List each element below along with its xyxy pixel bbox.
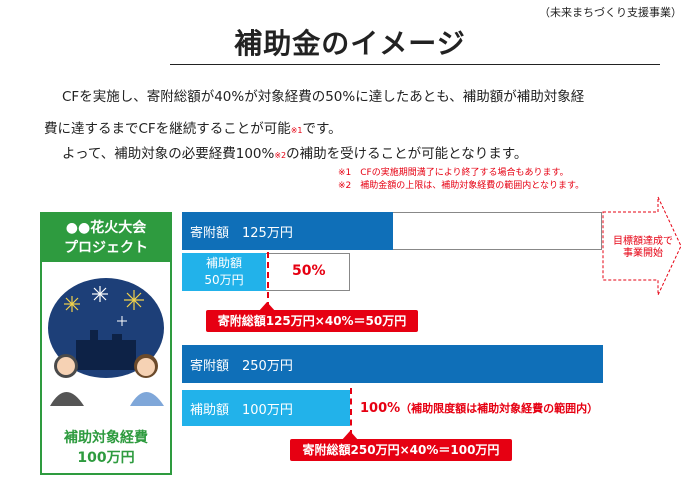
donation-bar-125: 寄附額 125万円	[182, 212, 393, 250]
donation-label-250: 寄附額 250万円	[190, 358, 293, 374]
page-subtitle: （未来まちづくり支援事業）	[539, 6, 682, 19]
callout-pointer-1	[258, 302, 276, 312]
footnote-1: ※1 CFの実施期間満了により終了する場合もあります。	[338, 168, 569, 178]
subsidy-percent-100-note: （補助限度額は補助対象経費の範囲内）	[400, 402, 599, 415]
project-name-line-1: ●●花火大会	[65, 220, 147, 236]
subsidy-label-50-line-1: 補助額	[205, 256, 242, 270]
fireworks-illustration	[48, 278, 164, 406]
goal-text-line-1: 目標額達成で	[613, 236, 673, 247]
goal-text-line-2: 事業開始	[623, 248, 663, 259]
subsidy-bar-50: 補助額 50万円	[182, 253, 266, 291]
subsidy-label-50-line-2: 50万円	[204, 273, 244, 287]
subsidy-bar-100: 補助額 100万円	[182, 390, 350, 426]
subsidy-percent-100: 100%（補助限度額は補助対象経費の範囲内）	[360, 400, 598, 416]
project-name-line-2: プロジェクト	[64, 240, 148, 256]
project-name: ●●花火大会 プロジェクト	[42, 214, 170, 262]
description-line-2-end: です。	[302, 121, 342, 137]
description-line-3-text: よって、補助対象の必要経費100%	[62, 146, 275, 162]
donation-label-125: 寄附額 125万円	[190, 225, 293, 241]
footnote-2: ※2 補助金額の上限は、補助対象経費の範囲内となります。	[338, 181, 585, 191]
donation-bar-250: 寄附額 250万円	[182, 345, 603, 383]
subsidy-target-cost: 補助対象経費 100万円	[42, 428, 170, 468]
calculation-box-1: 寄附総額125万円×40%＝50万円	[206, 310, 418, 332]
subsidy-limit-line-2	[350, 388, 352, 436]
description-line-3-end: の補助を受けることが可能となります。	[286, 146, 528, 162]
calculation-box-2: 寄附総額250万円×40%＝100万円	[290, 439, 512, 461]
subsidy-percent-100-value: 100%	[360, 401, 401, 416]
footnote-ref-1: ※1	[290, 126, 303, 135]
goal-arrow-icon	[602, 196, 682, 296]
title-underline	[170, 64, 660, 65]
subsidy-target-cost-value: 100万円	[77, 450, 135, 466]
description-line-3: よって、補助対象の必要経費100%※2の補助を受けることが可能となります。	[62, 143, 527, 167]
goal-text: 目標額達成で 事業開始	[606, 236, 680, 260]
subsidy-label-100: 補助額 100万円	[190, 402, 293, 418]
description-line-2-text: 費に達するまでCFを継続することが可能	[44, 121, 291, 137]
description-line-1: CFを実施し、寄附総額が40%が対象経費の50%に達したあとも、補助額が補助対象…	[62, 89, 585, 105]
description-line-2: 費に達するまでCFを継続することが可能※1です。	[44, 118, 342, 142]
callout-pointer-2	[341, 431, 359, 441]
subsidy-target-cost-label: 補助対象経費	[64, 430, 148, 446]
page-title: 補助金のイメージ	[234, 27, 466, 60]
project-panel: ●●花火大会 プロジェクト 補助対象経費 100万円	[40, 212, 172, 475]
subsidy-limit-line-1	[267, 252, 269, 308]
footnote-ref-2: ※2	[274, 151, 287, 160]
subsidy-percent-50: 50%	[292, 263, 326, 279]
